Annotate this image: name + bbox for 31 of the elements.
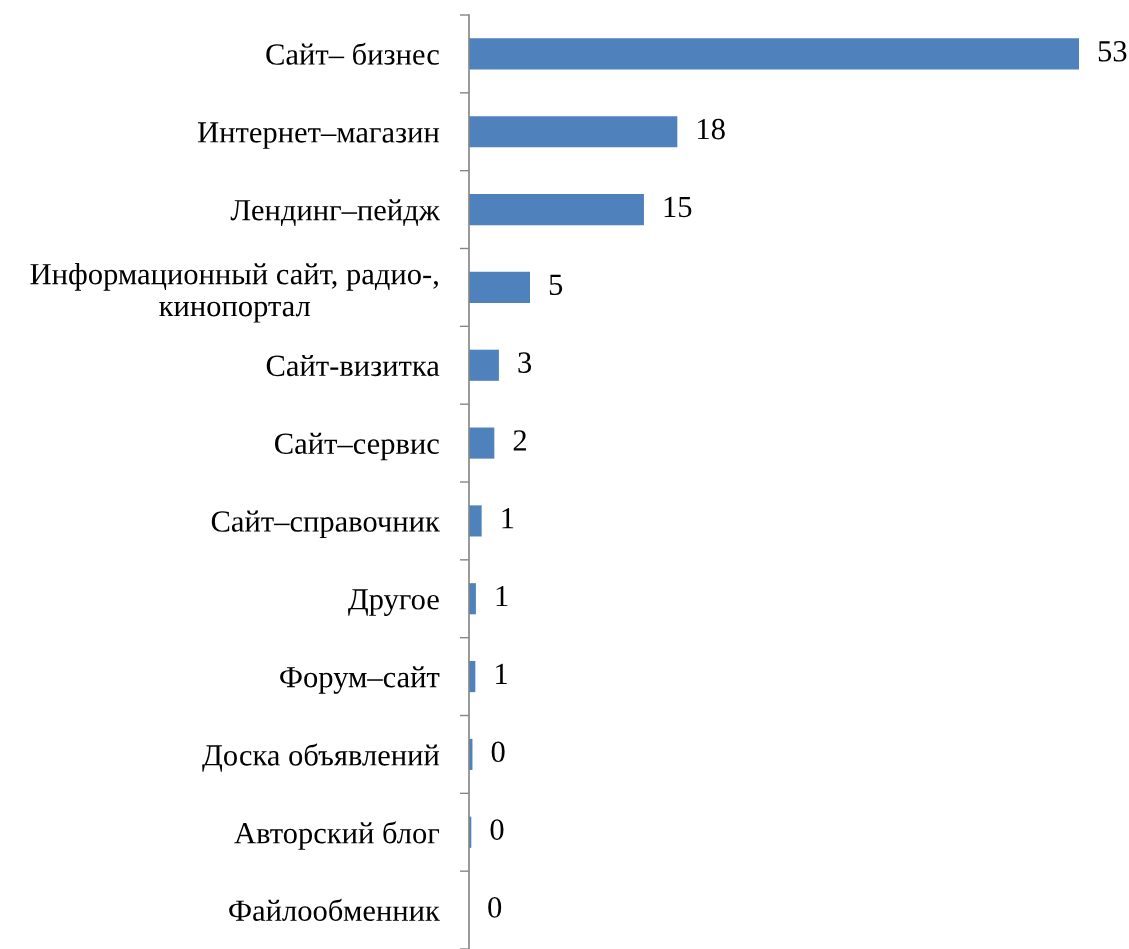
y-tick-label: Сайт– бизнес	[266, 42, 439, 65]
bar	[469, 194, 644, 226]
bar	[469, 505, 482, 537]
data-label: 0	[491, 741, 505, 763]
y-tick-label: Интернет–магазин	[197, 122, 440, 149]
data-label: 5	[549, 274, 563, 296]
y-tick-label: Доска объявлений	[202, 743, 440, 772]
y-tick-label: Сайт–справочник	[211, 510, 440, 539]
bar	[469, 271, 530, 303]
data-label: 1	[496, 663, 507, 684]
bar	[469, 116, 678, 148]
y-tick-label: Авторский блог	[234, 821, 440, 850]
data-label: 1	[502, 508, 514, 529]
bar	[469, 38, 1079, 70]
data-label: 15	[664, 196, 692, 218]
y-tick-label: Сайт-визитка	[266, 354, 440, 377]
bar	[469, 427, 495, 459]
y-tick-label: Другое	[348, 589, 439, 616]
y-tick-label: Лендинг–пейдж	[230, 199, 440, 227]
y-tick-label: Форум–сайт	[280, 666, 440, 694]
data-label: 3	[518, 352, 532, 373]
data-label: 1	[496, 585, 508, 607]
data-label: 0	[488, 897, 502, 918]
data-label: 53	[1098, 41, 1127, 62]
bar	[469, 349, 499, 381]
y-tick-label: Информационный сайт, радио-, кинопортал	[30, 262, 438, 323]
data-label: 18	[698, 118, 725, 140]
data-label: 0	[490, 819, 504, 840]
y-tick-label: Сайт–сервис	[275, 432, 439, 461]
data-label: 2	[513, 430, 526, 451]
y-tick-label: Файлообменник	[229, 898, 440, 921]
